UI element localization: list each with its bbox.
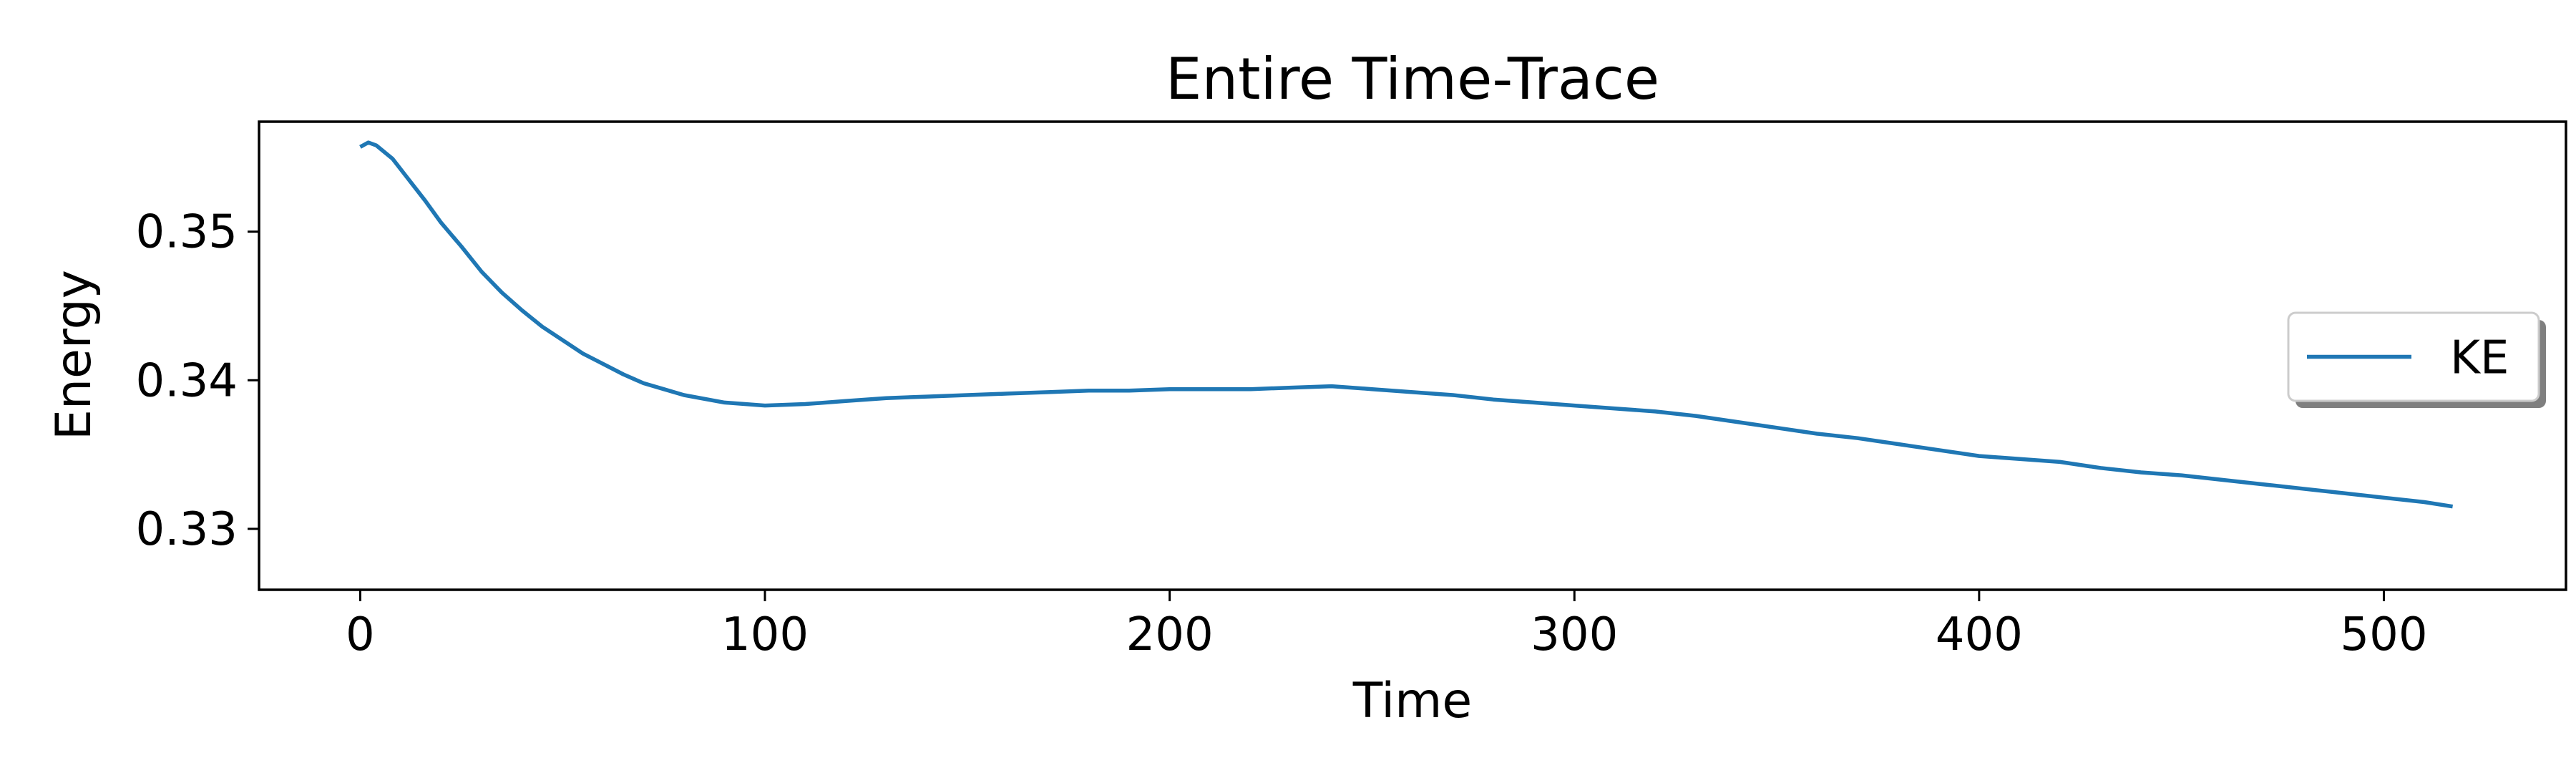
plot-frame bbox=[258, 120, 2567, 591]
x-tick-label: 200 bbox=[1126, 608, 1214, 661]
y-tick-label: 0.35 bbox=[136, 206, 238, 259]
series-line-ke bbox=[359, 140, 2454, 509]
y-axis-label: Energy bbox=[46, 270, 102, 440]
legend-box bbox=[2287, 311, 2540, 402]
y-tick-label: 0.33 bbox=[136, 503, 238, 556]
chart-title: Entire Time-Trace bbox=[1166, 46, 1659, 112]
x-tick-label: 100 bbox=[721, 608, 809, 661]
x-tick-label: 500 bbox=[2340, 608, 2427, 661]
x-tick-label: 300 bbox=[1531, 608, 1618, 661]
legend-label: KE bbox=[2450, 332, 2509, 385]
x-tick-label: 0 bbox=[346, 608, 375, 661]
y-axis: 0.33 0.34 0.35 bbox=[136, 206, 259, 556]
y-tick-label: 0.34 bbox=[136, 354, 238, 407]
x-axis-label: Time bbox=[1352, 673, 1472, 729]
legend: KE bbox=[2287, 311, 2546, 408]
plot-area bbox=[359, 140, 2454, 509]
x-axis: 0 100 200 300 400 500 bbox=[346, 590, 2428, 661]
x-tick-label: 400 bbox=[1936, 608, 2023, 661]
